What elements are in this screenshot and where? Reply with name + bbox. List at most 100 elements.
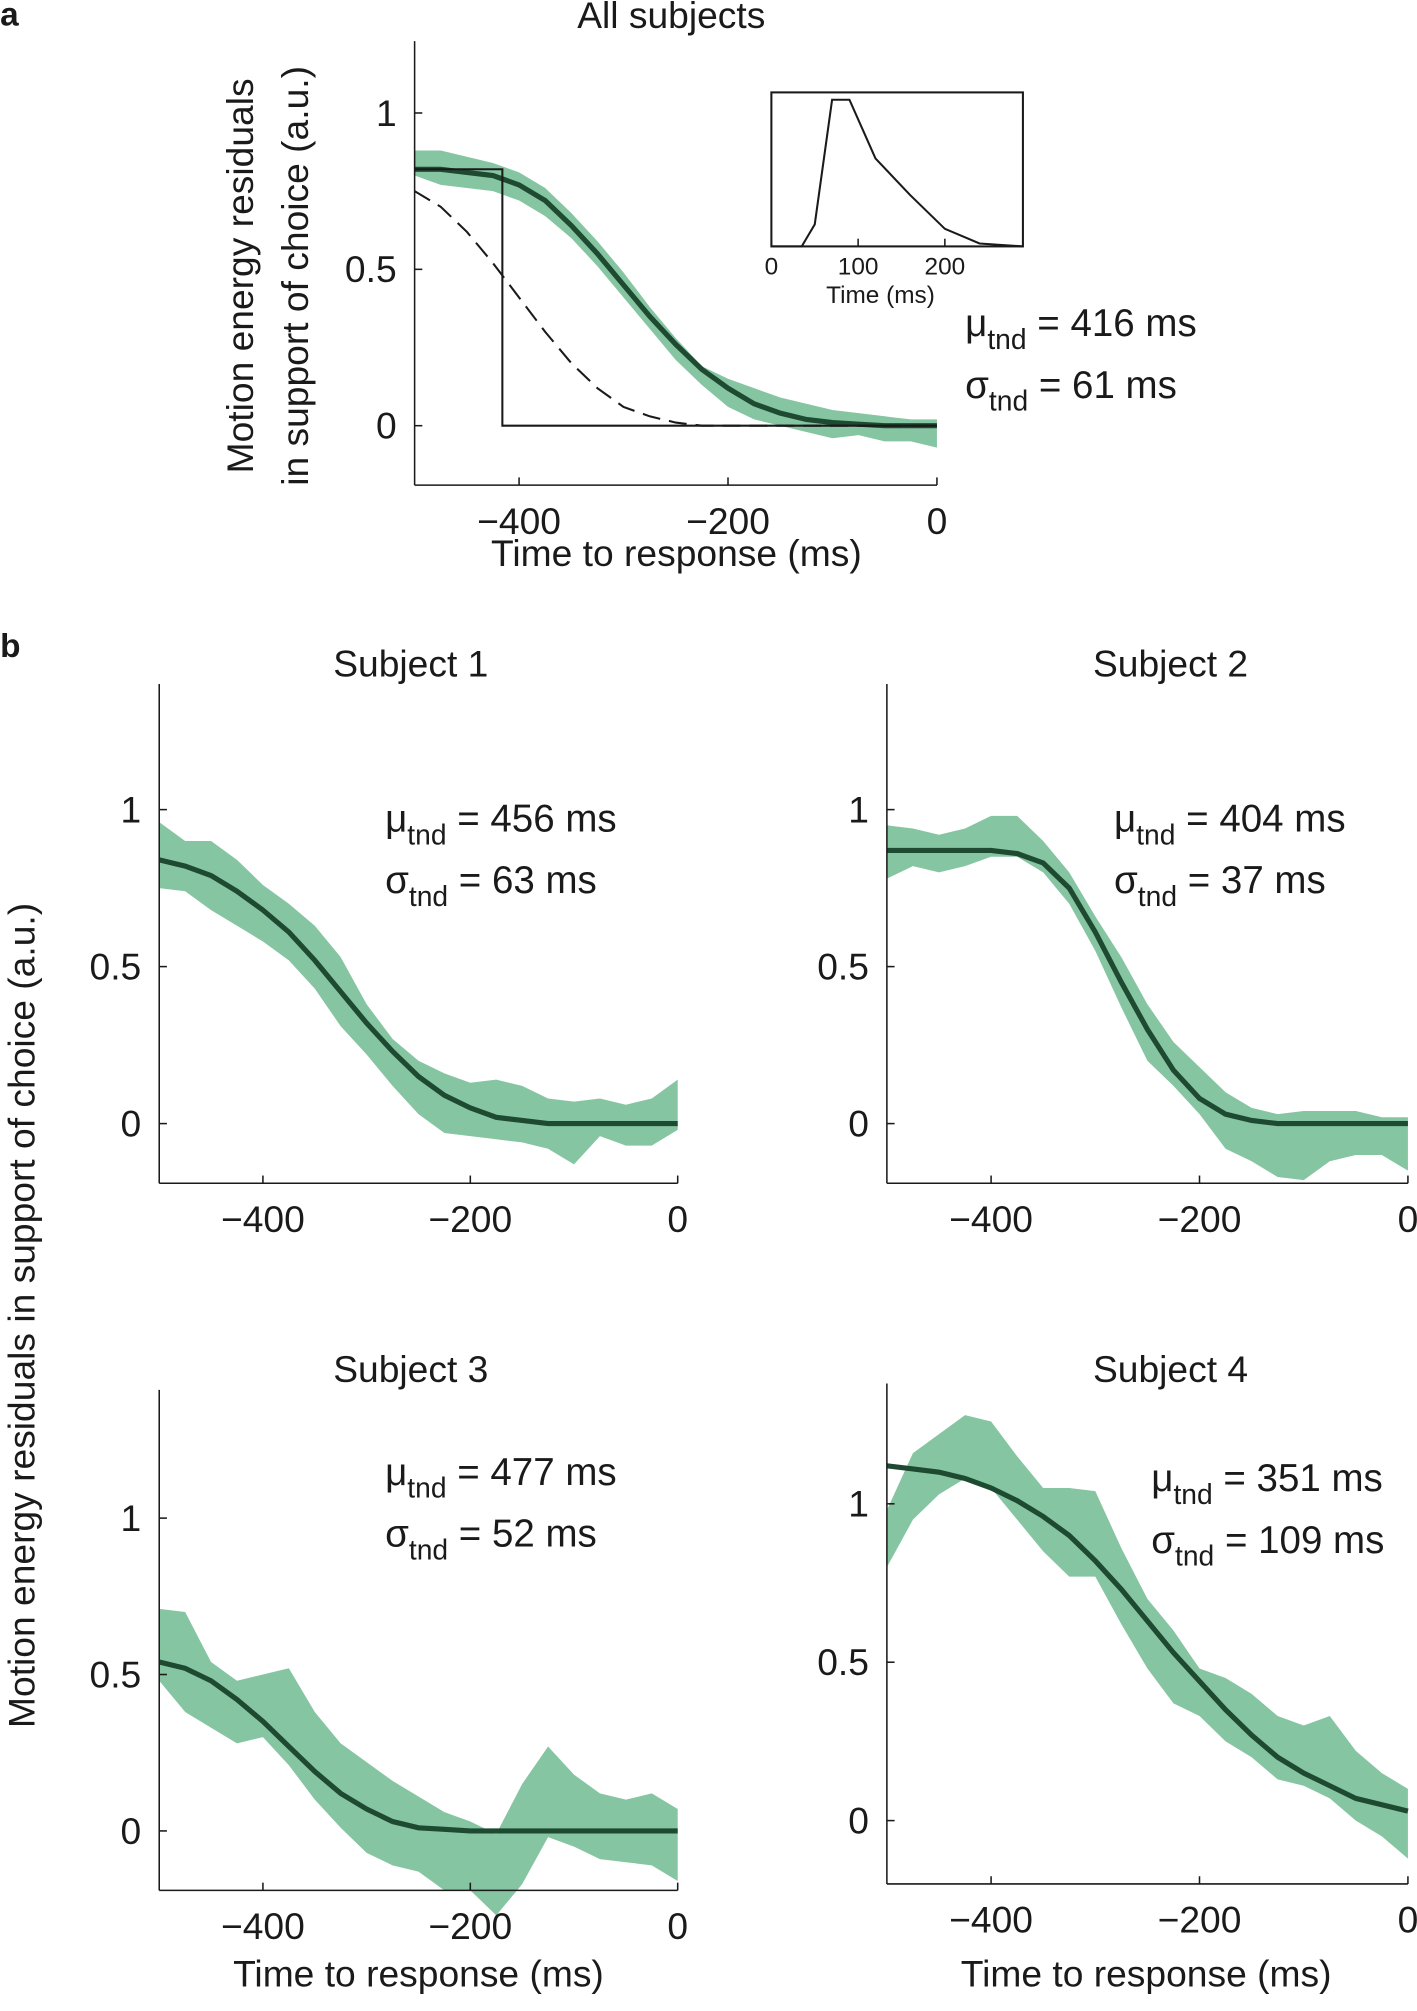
annotation-symbol: μ	[965, 302, 987, 345]
x-tick-label: −400	[949, 1198, 1033, 1240]
y-tick-label: 1	[121, 788, 142, 830]
x-tick-label: 0	[1398, 1198, 1417, 1240]
x-tick-label: −200	[428, 1198, 512, 1240]
annotation-text: = 351 ms	[1213, 1457, 1383, 1500]
annotation: μtnd = 456 ms	[385, 798, 617, 851]
x-tick-label: −200	[686, 500, 770, 542]
annotation-text: = 456 ms	[447, 798, 617, 841]
annotation-subscript: tnd	[407, 1472, 446, 1504]
annotation: μtnd = 351 ms	[1151, 1457, 1383, 1510]
annotation-text: = 37 ms	[1177, 859, 1326, 902]
y-tick-label: 1	[848, 1483, 869, 1525]
annotation: σtnd = 63 ms	[385, 859, 597, 912]
annotation-symbol: σ	[1151, 1519, 1175, 1562]
x-tick-label: −400	[477, 500, 561, 542]
annotation-subscript: tnd	[409, 1533, 448, 1565]
annotation-subscript: tnd	[987, 323, 1026, 355]
y-tick-label: 0	[848, 1102, 869, 1144]
chart: −400 −200 0 0 0.5 1 Subject 3 Time to response …	[90, 1348, 689, 1994]
y-axis-label: Motion energy residuals	[219, 78, 261, 473]
x-axis-label: Time to response (ms)	[233, 1953, 604, 1995]
annotation-symbol: σ	[965, 364, 989, 407]
x-tick-label: 0	[1398, 1899, 1417, 1941]
annotation-subscript: tnd	[1136, 818, 1175, 850]
y-tick-label: 0	[121, 1102, 142, 1144]
y-tick-label: 1	[376, 92, 397, 134]
panel-letter: b	[0, 628, 20, 665]
axes-box	[770, 91, 1024, 248]
x-tick-label: −200	[1158, 1899, 1242, 1941]
x-tick-label: 0	[667, 1905, 688, 1947]
confidence-band	[414, 150, 937, 448]
x-tick-label: 0	[667, 1198, 688, 1240]
x-tick-label: 0	[927, 500, 948, 542]
y-tick-label: 1	[121, 1497, 142, 1539]
y-tick-label: 0	[121, 1810, 142, 1852]
annotation-symbol: μ	[385, 798, 407, 841]
y-tick-label: 0.5	[817, 945, 869, 987]
chart-title: Subject 1	[333, 642, 488, 684]
annotation-symbol: σ	[385, 1512, 409, 1555]
chart-title: Subject 2	[1093, 642, 1248, 684]
annotation-text: = 109 ms	[1214, 1519, 1384, 1562]
line	[886, 847, 1408, 1127]
annotation-subscript: tnd	[407, 818, 446, 850]
x-tick-label: 200	[925, 254, 966, 281]
line	[158, 1659, 678, 1834]
chart: −400 −200 0 0 0.5 1 All subjects Time to respon…	[219, 0, 1197, 574]
y-axis-label: in support of choice (a.u.)	[274, 66, 316, 486]
x-tick-label: −400	[221, 1198, 305, 1240]
annotation-subscript: tnd	[409, 880, 448, 912]
annotation-symbol: μ	[1151, 1457, 1173, 1500]
annotation: μtnd = 404 ms	[1114, 798, 1346, 851]
chart-title: All subjects	[577, 0, 765, 36]
x-tick-label: 0	[765, 254, 779, 281]
x-axis-label: Time to response (ms)	[491, 532, 862, 574]
annotation-text: = 416 ms	[1027, 302, 1197, 345]
y-tick-label: 0	[848, 1799, 869, 1841]
panel-letter: a	[0, 0, 19, 34]
y-tick-label: 1	[848, 788, 869, 830]
annotation: μtnd = 477 ms	[385, 1451, 617, 1504]
annotation: μtnd = 416 ms	[965, 302, 1197, 355]
annotation-subscript: tnd	[1173, 1478, 1212, 1510]
annotation-symbol: μ	[385, 1451, 407, 1494]
chart-title: Subject 3	[333, 1348, 488, 1390]
annotation-subscript: tnd	[1175, 1540, 1214, 1572]
y-tick-label: 0.5	[345, 248, 397, 290]
line	[158, 857, 678, 1127]
shared-y-label: Motion energy residuals in support of ch…	[1, 903, 43, 1728]
annotation-text: = 477 ms	[447, 1451, 617, 1494]
x-axis-label: Time to response (ms)	[961, 1953, 1332, 1995]
confidence-band	[159, 822, 678, 1165]
annotation-subscript: tnd	[1138, 880, 1177, 912]
line	[771, 98, 1023, 248]
annotation-text: = 63 ms	[448, 859, 597, 902]
annotation-text: = 404 ms	[1175, 798, 1345, 841]
annotation-symbol: μ	[1114, 798, 1136, 841]
y-tick-label: 0	[376, 405, 397, 447]
chart: −400 −200 0 0 0.5 1 Subject 4 Time to response …	[817, 1348, 1417, 1994]
confidence-band	[159, 1608, 678, 1916]
annotation-text: = 61 ms	[1028, 364, 1177, 407]
x-tick-label: −400	[949, 1899, 1033, 1941]
x-tick-label: 100	[838, 254, 879, 281]
y-tick-label: 0.5	[90, 945, 142, 987]
annotation-text: = 52 ms	[448, 1512, 597, 1555]
inset-background	[771, 92, 1023, 247]
x-axis-label: Time (ms)	[826, 282, 935, 309]
x-tick-label: −400	[221, 1905, 305, 1947]
y-tick-label: 0.5	[90, 1653, 142, 1695]
line	[414, 168, 937, 427]
annotation: σtnd = 52 ms	[385, 1512, 597, 1565]
x-tick-label: −200	[428, 1905, 512, 1947]
annotation: σtnd = 61 ms	[965, 364, 1177, 417]
annotation-symbol: σ	[1114, 859, 1138, 902]
annotation: σtnd = 37 ms	[1114, 859, 1326, 912]
confidence-band	[886, 1415, 1408, 1859]
